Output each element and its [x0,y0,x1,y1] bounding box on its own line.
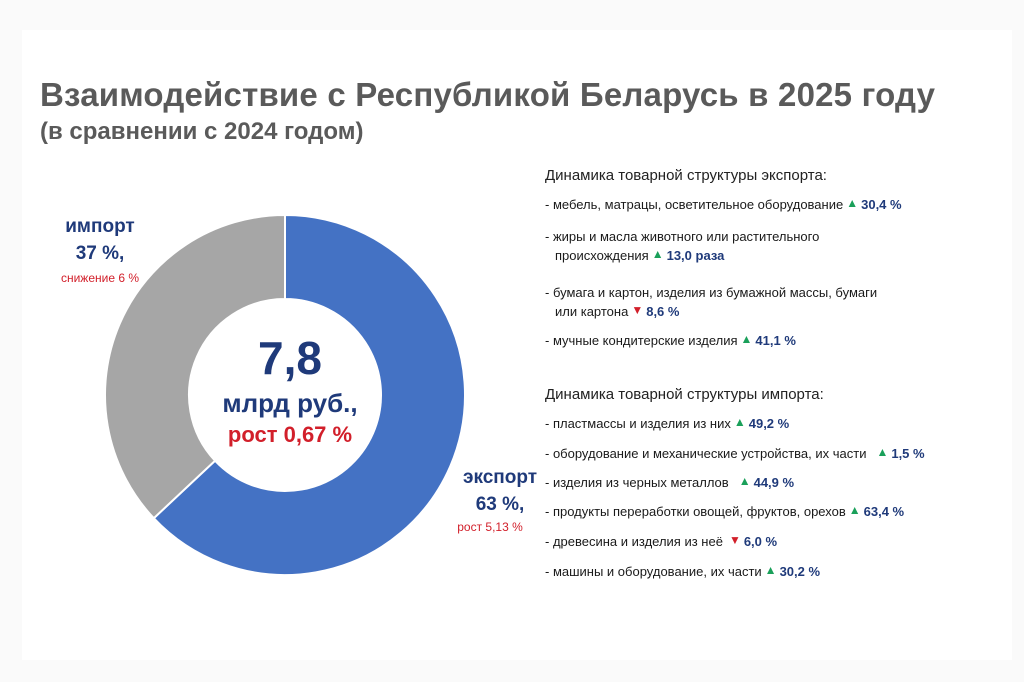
import-item: - древесина и изделия из неё ▼ 6,0 % [545,532,777,551]
import-item-label: - пластмассы и изделия из них [545,416,731,431]
import-item-value: 30,2 % [779,564,821,579]
arrow-up-icon: ▲ [846,196,859,210]
export-item-label: - жиры и масла животного или растительно… [545,229,820,244]
import-item: - пластмассы и изделия из них ▲ 49,2 % [545,414,789,433]
import-item-value: 63,4 % [863,504,905,519]
arrow-up-icon: ▲ [876,445,889,459]
export-item-label-cont: или картона [555,304,629,319]
page-title: Взаимодействие с Республикой Беларусь в … [40,76,936,113]
arrow-up-icon: ▲ [651,247,664,261]
export-label: экспорт [462,467,538,488]
arrow-up-icon: ▲ [740,332,753,346]
import-item-value: 49,2 % [748,416,790,431]
export-structure-heading: Динамика товарной структуры экспорта: [545,167,827,184]
import-item-value: 6,0 % [743,534,778,549]
import-item-label: - изделия из черных металлов [545,475,729,490]
total-growth: рост 0,67 % [227,422,353,447]
import-item: - изделия из черных металлов ▲ 44,9 % [545,473,794,492]
export-item-value: 13,0 раза [666,248,725,263]
import-item-label: - машины и оборудование, их части [545,564,762,579]
import-structure-heading: Динамика товарной структуры импорта: [545,386,824,403]
export-item: - мебель, матрацы, осветительное оборудо… [545,195,902,214]
export-item: - жиры и масла животного или растительно… [545,227,819,265]
export-percent: 63 %, [475,494,525,515]
arrow-up-icon: ▲ [848,503,861,517]
export-item-label: - бумага и картон, изделия из бумажной м… [545,285,878,300]
export-item-value: 41,1 % [755,333,796,348]
export-item-value: 8,6 % [646,304,680,319]
export-item-label: - мучные кондитерские изделия [545,333,738,348]
import-item-value: 44,9 % [753,475,795,490]
import-item-label: - продукты переработки овощей, фруктов, … [545,504,846,519]
page-subtitle: (в сравнении с 2024 годом) [40,118,364,145]
export-item-label-cont: происхождения [555,248,649,263]
export-item: - мучные кондитерские изделия ▲ 41,1 % [545,331,796,350]
import-change: снижение 6 % [60,271,140,285]
donut-slice-export [152,213,466,576]
import-item-value: 1,5 % [891,446,925,461]
arrow-up-icon: ▲ [738,474,751,488]
total-unit: млрд руб., [222,388,358,418]
import-item-label: - древесина и изделия из неё [545,534,723,549]
total-value: 7,8 [258,332,322,384]
import-item: - продукты переработки овощей, фруктов, … [545,502,904,521]
import-percent: 37 %, [75,243,125,264]
donut-slice-import [104,213,286,520]
import-item: - машины и оборудование, их части ▲ 30,2 % [545,562,820,581]
import-item-label: - оборудование и механические устройства… [545,446,867,461]
export-change: рост 5,13 % [457,520,523,534]
import-item: - оборудование и механические устройства… [545,444,925,463]
arrow-up-icon: ▲ [733,415,746,429]
export-item: - бумага и картон, изделия из бумажной м… [545,283,877,321]
import-label: импорт [65,216,135,237]
export-item-label: - мебель, матрацы, осветительное оборудо… [545,197,844,212]
arrow-down-icon: ▼ [631,303,644,317]
arrow-down-icon: ▼ [728,533,741,547]
arrow-up-icon: ▲ [764,563,777,577]
export-item-value: 30,4 % [861,197,902,212]
